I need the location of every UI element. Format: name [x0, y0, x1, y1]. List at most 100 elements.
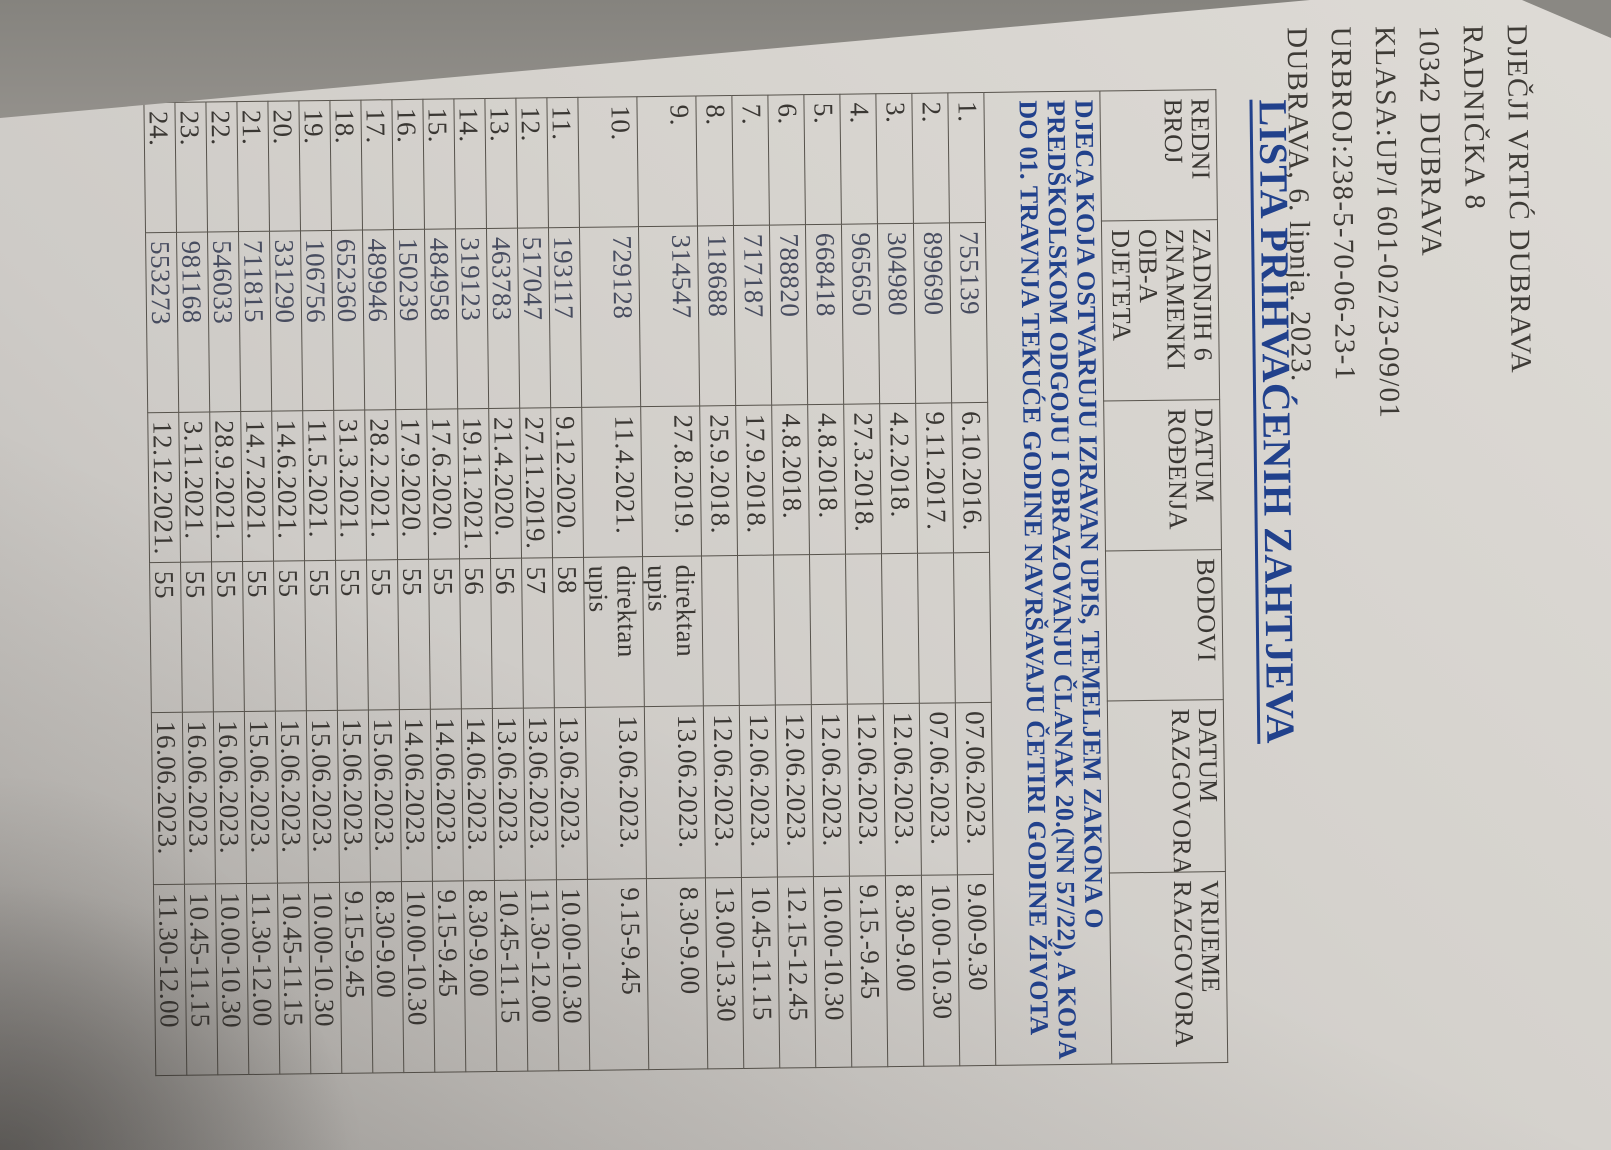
cell-ordinal: 17.	[360, 99, 394, 231]
cell-birth-date: 3.11.2021.	[178, 411, 212, 563]
letterhead-line-urbroj: URBROJ:238-5-70-06-23-1	[1324, 26, 1361, 382]
cell-birth-date: 21.4.2020.	[488, 408, 522, 559]
cell-points: 55	[397, 559, 431, 710]
cell-oib-digits: 553273	[145, 232, 179, 413]
cell-interview-date: 13.06.2023.	[644, 705, 706, 879]
cell-oib-digits: 652360	[331, 230, 365, 411]
cell-interview-date: 13.06.2023.	[585, 706, 647, 880]
cell-ordinal: 2.	[911, 92, 950, 224]
cell-points: direktan upis	[642, 555, 704, 707]
cell-interview-time: 10.00-10.30	[308, 882, 342, 1074]
column-header-bodovi: BODOVI	[1105, 549, 1224, 701]
cell-birth-date: 6.10.2016.	[951, 402, 990, 553]
cell-birth-date: 28.2.2021.	[364, 409, 398, 561]
cell-ordinal: 5.	[803, 94, 842, 225]
cell-interview-date: 12.06.2023.	[703, 705, 742, 878]
cell-oib-digits: 319123	[455, 228, 489, 409]
cell-interview-time: 10.45-11.15	[741, 877, 780, 1069]
cell-interview-date: 16.06.2023.	[182, 711, 216, 885]
cell-oib-digits: 965650	[841, 223, 880, 405]
cell-points: 55	[366, 559, 400, 711]
column-header-redni-broj: REDNI BROJ	[1099, 89, 1218, 222]
cell-birth-date: 9.12.2020.	[550, 407, 584, 558]
cell-interview-date: 15.06.2023.	[306, 710, 340, 883]
letterhead: DJEČJI VRTIĆ DUBRAVA RADNIČKA 8 10342 DU…	[1275, 24, 1544, 420]
cell-interview-date: 07.06.2023.	[919, 702, 958, 876]
cell-points: 55	[180, 561, 214, 713]
cell-interview-time: 10.00-10.30	[556, 879, 590, 1071]
document-title: LISTA PRIHVAĆENIH ZAHTJEVA	[1250, 99, 1304, 744]
direct-enrollment-note-row: DJECA KOJA OSTVARUJU IZRAVAN UPIS, TEMEL…	[983, 91, 1112, 1066]
cell-oib-digits: 981168	[176, 231, 210, 413]
cell-ordinal: 21.	[236, 101, 270, 232]
cell-birth-date: 17.9.2018.	[735, 405, 774, 556]
cell-oib-digits: 193117	[548, 227, 582, 408]
cell-points: 55	[242, 561, 276, 712]
cell-interview-time: 11.30-12.00	[153, 884, 187, 1076]
letterhead-line-street: RADNIČKA 8	[1456, 24, 1491, 211]
cell-oib-digits: 788820	[769, 224, 808, 406]
cell-points: 55	[304, 560, 338, 711]
cell-interview-time: 10.00-10.30	[401, 881, 435, 1073]
direct-enrollment-note: DJECA KOJA OSTVARUJU IZRAVAN UPIS, TEMEL…	[983, 91, 1112, 1066]
cell-interview-time: 10.45-11.15	[277, 882, 311, 1075]
cell-ordinal: 19.	[298, 100, 332, 231]
cell-points	[845, 553, 884, 705]
cell-interview-time: 13.00-13.30	[705, 877, 744, 1069]
cell-oib-digits: 118688	[697, 225, 736, 406]
cell-oib-digits: 668418	[805, 224, 844, 405]
column-header-vrijeme-razgovora: VRIJEME RAZGOVORA	[1109, 871, 1228, 1064]
cell-points	[701, 555, 740, 706]
cell-interview-date: 15.06.2023.	[244, 711, 278, 884]
cell-interview-date: 12.06.2023.	[883, 703, 922, 876]
table-body: 1. 755139 6.10.2016. 07.06.2023. 9.00-9.30 2.…	[143, 92, 996, 1076]
cell-points	[953, 552, 992, 703]
cell-interview-time: 9.15-9.45	[587, 878, 649, 1071]
cell-ordinal: 10.	[577, 96, 639, 228]
cell-ordinal: 6.	[767, 94, 806, 226]
cell-birth-date: 27.3.2018.	[843, 403, 882, 555]
cell-oib-digits: 304980	[877, 223, 916, 404]
cell-interview-time: 10.00-10.30	[215, 883, 249, 1075]
cell-birth-date: 25.9.2018.	[699, 405, 738, 556]
cell-interview-date: 15.06.2023.	[337, 710, 371, 883]
cell-points: 55	[335, 560, 369, 711]
cell-interview-time: 9.15.-9.45	[849, 875, 888, 1068]
cell-ordinal: 9.	[636, 95, 698, 227]
cell-oib-digits: 729128	[579, 226, 641, 408]
cell-oib-digits: 484958	[424, 228, 458, 410]
letterhead-line-city: 10342 DUBRAVA	[1412, 25, 1448, 257]
cell-interview-date: 12.06.2023.	[775, 704, 814, 878]
cell-birth-date: 14.7.2021.	[240, 411, 274, 562]
column-header-oib-djeteta: ZADNJIH 6 ZNAMENKI OIB-A DJETETA	[1101, 219, 1220, 402]
cell-interview-time: 9.00-9.30	[957, 874, 996, 1066]
cell-interview-time: 8.30-9.00	[370, 881, 404, 1073]
cell-points: 56	[490, 558, 524, 709]
cell-interview-time: 8.30-9.00	[885, 875, 924, 1067]
cell-interview-time: 10.45-11.15	[184, 883, 218, 1076]
cell-birth-date: 14.6.2021.	[271, 410, 305, 562]
cell-points: 55	[211, 561, 245, 712]
column-header-datum-razgovora: DATUM RAZGOVORA	[1107, 699, 1226, 873]
cell-points: 55	[149, 562, 183, 713]
cell-interview-time: 10.00-10.30	[921, 874, 960, 1067]
cell-oib-digits: 517047	[517, 227, 551, 409]
cell-ordinal: 24.	[143, 102, 177, 233]
cell-interview-time: 11.30-12.00	[525, 879, 559, 1072]
cell-interview-date: 15.06.2023.	[368, 709, 402, 883]
cell-birth-date: 12.12.2021.	[147, 412, 181, 563]
cell-points: 55	[428, 558, 462, 710]
cell-interview-date: 12.06.2023.	[847, 703, 886, 877]
cell-ordinal: 4.	[839, 93, 878, 225]
cell-interview-time: 10.45-11.15	[494, 880, 528, 1072]
cell-points	[737, 555, 776, 706]
cell-oib-digits: 314547	[638, 225, 700, 407]
cell-ordinal: 22.	[205, 101, 239, 232]
table-header-row: REDNI BROJ ZADNJIH 6 ZNAMENKI OIB-A DJET…	[1099, 89, 1228, 1064]
cell-birth-date: 11.4.2021.	[581, 406, 643, 558]
table-row: 9. 314547 27.8.2019. direktan upis 13.06.202…	[636, 95, 708, 1070]
letterhead-line-klasa: KLASA:UP/I 601-02/23-09/01	[1368, 25, 1406, 420]
cell-birth-date: 27.11.2019.	[519, 407, 553, 559]
